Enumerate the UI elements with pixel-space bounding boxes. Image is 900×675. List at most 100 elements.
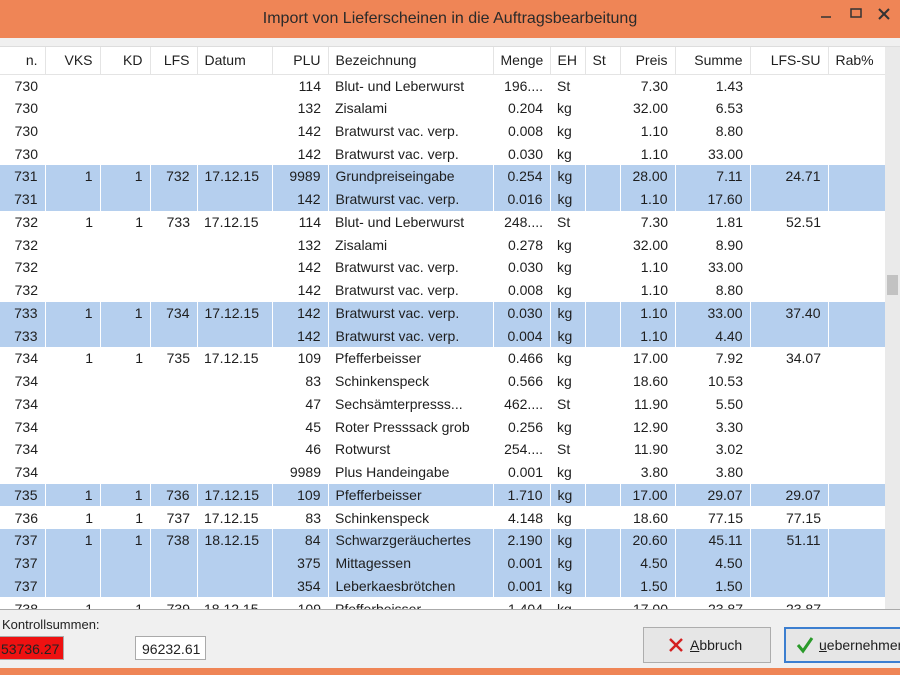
table-cell: 17.12.15 — [204, 509, 259, 526]
table-row: 730 142 Bratwurst vac. verp. 0.030 kg 1.10 33.… — [0, 142, 885, 165]
table-cell: 0.004 — [493, 324, 551, 347]
table-cell: 1.10 — [640, 122, 668, 139]
table-cell — [585, 74, 620, 97]
table-row: 734 83 Schinkenspeck 0.566 kg 18.60 10.53 — [0, 370, 885, 393]
table-cell: 4.40 — [675, 324, 751, 347]
cancel-button[interactable]: Abbruch — [643, 627, 771, 663]
table-cell: 4.50 — [620, 551, 676, 575]
table-cell — [750, 256, 828, 279]
table-cell: 51.11 — [750, 529, 829, 552]
table-cell: 18.60 — [632, 373, 668, 390]
table-cell — [585, 461, 620, 484]
table-cell: 5.50 — [715, 395, 743, 412]
table-cell: St — [557, 77, 571, 94]
table-cell: 0.030 — [507, 259, 543, 276]
table-cell — [100, 187, 151, 211]
scrollbar[interactable] — [885, 47, 900, 609]
table-cell — [150, 187, 198, 211]
table-cell: 734 — [14, 441, 38, 458]
table-cell: Schinkenspeck — [335, 509, 430, 526]
table-cell: 734 — [14, 395, 38, 412]
table-cell: 733 — [0, 324, 46, 347]
table-cell — [750, 415, 828, 438]
table-cell: 8.80 — [715, 122, 743, 139]
table-cell — [197, 574, 273, 598]
table-cell: 735 — [166, 350, 190, 367]
table-cell — [45, 393, 100, 416]
table-cell: 45.11 — [675, 529, 751, 552]
table-cell — [585, 301, 621, 325]
table-cell: 1.10 — [640, 282, 668, 299]
table-cell: 248.... — [504, 213, 543, 230]
table-cell — [828, 165, 886, 188]
table-cell: kg — [550, 574, 586, 598]
table-cell — [750, 551, 829, 575]
table-cell — [750, 142, 828, 165]
table-cell — [197, 393, 272, 416]
table-cell — [828, 120, 885, 143]
table-cell: Plus Handeingabe — [335, 464, 450, 481]
table-cell: 732 — [14, 259, 38, 276]
table-cell: 1 — [100, 483, 151, 507]
table-cell — [828, 415, 885, 438]
table-cell: 77.15 — [785, 509, 821, 526]
table-cell: 732 — [14, 282, 38, 299]
table-cell — [45, 233, 100, 256]
table-cell: Bratwurst vac. verp. — [328, 301, 494, 325]
table-cell: Roter Presssack grob — [335, 418, 470, 435]
table-cell: 731 — [0, 187, 46, 211]
table-cell: 17.12.15 — [204, 213, 259, 230]
table-cell: 0.204 — [507, 100, 543, 117]
table-cell: kg — [550, 483, 586, 507]
table-cell: 142 — [297, 259, 321, 276]
table-cell: 83 — [305, 373, 321, 390]
table-cell — [45, 574, 101, 598]
table-cell: 738 — [150, 529, 198, 552]
table-cell — [150, 74, 197, 97]
table-cell — [197, 187, 273, 211]
table-cell: 7.30 — [640, 213, 668, 230]
table-cell: 109 — [297, 350, 321, 367]
table-cell: 9989 — [289, 464, 321, 481]
table-cell: 142 — [272, 187, 329, 211]
table-cell: 1 — [100, 165, 151, 188]
table-cell: 33.00 — [707, 145, 743, 162]
table-cell: kg — [557, 122, 572, 139]
table-cell: 83 — [305, 509, 321, 526]
table-cell: 17.00 — [632, 600, 668, 610]
table-cell: 733 — [166, 213, 190, 230]
scroll-thumb[interactable] — [887, 275, 898, 295]
table-cell: 33.00 — [675, 301, 751, 325]
table-row: 730 132 Zisalami 0.204 kg 32.00 6.53 — [0, 97, 885, 120]
table-cell: 17.12.15 — [197, 165, 273, 188]
column-header: KD — [100, 47, 151, 75]
table-cell — [150, 279, 197, 302]
table-cell: 3.80 — [640, 464, 668, 481]
table-cell: 32.00 — [632, 236, 668, 253]
table-row: 732 132 Zisalami 0.278 kg 32.00 8.90 — [0, 233, 885, 256]
ok-label: uebernehmen — [819, 637, 900, 653]
table-cell: Bratwurst vac. verp. — [335, 145, 459, 162]
table-cell: 730 — [14, 145, 38, 162]
table-cell — [150, 438, 197, 461]
table-row: 733 1 1 734 17.12.15 142 Bratwurst vac. verp. 0… — [0, 301, 886, 325]
column-header: Rab% — [828, 47, 886, 75]
table-cell — [828, 370, 885, 393]
table-cell: kg — [557, 600, 572, 610]
window-controls[interactable] — [800, 0, 900, 38]
table-cell — [45, 187, 101, 211]
table-cell: 254.... — [504, 441, 543, 458]
table-cell — [585, 120, 620, 143]
table-cell — [100, 574, 151, 598]
ok-button[interactable]: uebernehmen — [784, 627, 900, 663]
table-cell: 462.... — [504, 395, 543, 412]
table-cell — [750, 574, 829, 598]
table-cell — [828, 347, 885, 370]
table-cell — [585, 211, 620, 234]
table-row: 734 47 Sechsämterpresss... 462.... St 11.90 5.… — [0, 393, 885, 416]
table-cell: 34.07 — [785, 350, 821, 367]
table-cell — [750, 393, 828, 416]
table-cell — [828, 211, 885, 234]
table-cell: 375 — [272, 551, 329, 575]
table-cell — [100, 142, 150, 165]
